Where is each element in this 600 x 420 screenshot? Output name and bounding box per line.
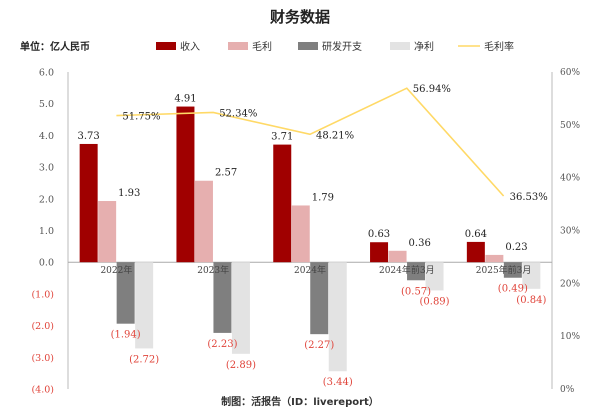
y-tick-label: 1.0 [39, 226, 54, 237]
bar-3-3 [425, 262, 444, 291]
y2-tick-label: 10% [560, 332, 580, 342]
bar-value-label: 0.36 [409, 238, 431, 249]
bar-3-4 [522, 262, 541, 289]
bar-value-label: (1.94) [111, 330, 141, 341]
legend-item-1: 毛利 [228, 41, 272, 53]
bar-value-label: 1.93 [118, 188, 140, 199]
unit-label: 单位：亿人民币 [20, 40, 90, 53]
bar-1-4 [485, 254, 504, 263]
bar-2-2 [310, 262, 329, 335]
margin-value-label: 52.34% [219, 108, 257, 119]
bar-3-0 [135, 262, 154, 349]
y-tick-label: 5.0 [39, 99, 54, 110]
bar-value-label: (0.84) [516, 295, 546, 306]
bar-2-3 [407, 262, 426, 281]
bar-value-label: (2.23) [207, 339, 237, 350]
legend-item-4: 毛利率 [458, 40, 514, 53]
bar-value-label: 0.63 [368, 229, 390, 240]
legend: 收入 毛利 研发开支 净利 毛利率 [156, 40, 514, 53]
y2-tick-label: 20% [560, 279, 580, 289]
category-label: 2023年 [197, 264, 229, 276]
footer-credit: 制图：活报告（ID：livereport） [221, 395, 379, 408]
bar-value-label: 3.71 [271, 132, 293, 143]
legend-label: 净利 [414, 40, 434, 53]
bar-0-2 [273, 144, 292, 263]
bar-value-label: 2.57 [215, 168, 237, 179]
bar-value-label: (3.44) [323, 377, 353, 388]
margin-value-label: 36.53% [510, 192, 548, 203]
bar-0-4 [466, 241, 485, 263]
y-tick-label: 6.0 [39, 68, 54, 79]
bar-1-3 [388, 250, 407, 263]
bar-value-label: 0.23 [505, 242, 527, 253]
bar-2-0 [116, 262, 135, 324]
bar-2-4 [503, 262, 522, 278]
bar-value-label: (2.89) [226, 360, 256, 371]
axes: 6.0 5.0 4.0 3.0 2.0 1.0 0.0 (1.0) (2.0) (3.0) (4.0… [31, 68, 580, 396]
category-label: 2024年前3月 [379, 264, 435, 276]
bar-1-2 [291, 205, 310, 263]
legend-label: 毛利 [252, 41, 272, 53]
y2-tick-label: 50% [560, 121, 580, 131]
bar-value-label: (2.27) [304, 340, 334, 351]
legend-swatch [298, 42, 318, 50]
y-tick-label: 3.0 [39, 163, 54, 174]
margin-line-path [116, 87, 505, 197]
bar-1-0 [98, 201, 117, 263]
bar-value-label: (0.57) [401, 286, 431, 297]
bar-value-label: 4.91 [174, 94, 196, 105]
bar-0-0 [79, 143, 98, 263]
category-label: 2025年前3月 [476, 264, 532, 276]
legend-label: 收入 [180, 40, 200, 53]
y-tick-label: 0.0 [39, 258, 54, 269]
legend-item-2: 研发开支 [298, 40, 362, 53]
bar-value-label: (0.89) [420, 296, 450, 307]
bar-value-label: 1.79 [312, 192, 334, 203]
y-tick-label: (1.0) [31, 289, 54, 300]
margin-line [116, 87, 505, 197]
y-tick-label: 4.0 [39, 131, 54, 142]
bar-3-2 [328, 262, 347, 372]
y2-tick-label: 40% [560, 174, 580, 184]
legend-item-3: 净利 [390, 40, 434, 53]
legend-swatch [156, 42, 176, 50]
bar-value-label: 3.73 [78, 131, 100, 142]
y-tick-label: (4.0) [31, 385, 54, 396]
category-label: 2022年 [100, 264, 132, 276]
y2-tick-label: 30% [560, 227, 580, 237]
margin-value-label: 56.94% [413, 84, 451, 95]
y-tick-label: (3.0) [31, 353, 54, 364]
bar-0-1 [176, 106, 195, 263]
legend-label: 毛利率 [484, 40, 514, 53]
bar-3-1 [231, 262, 250, 354]
chart-title: 财务数据 [270, 8, 330, 26]
bar-value-label: (0.49) [498, 284, 528, 295]
y-tick-label: 2.0 [39, 194, 54, 205]
legend-swatch [228, 42, 248, 50]
bar-0-3 [370, 242, 389, 263]
margin-value-label: 51.75% [122, 112, 160, 123]
bar-1-1 [194, 180, 213, 263]
bars [79, 106, 541, 372]
data-labels: 2022年 2023年 2024年 2024年前3月 2025年前3月 3.73 4.91 3… [78, 84, 548, 388]
bar-2-1 [213, 262, 232, 333]
margin-value-label: 48.21% [316, 130, 354, 141]
category-label: 2024年 [294, 264, 326, 276]
legend-swatch [390, 42, 410, 50]
legend-item-0: 收入 [156, 40, 200, 53]
y2-tick-label: 0% [560, 385, 575, 395]
legend-label: 研发开支 [322, 40, 362, 53]
bar-value-label: (2.72) [129, 354, 159, 365]
bar-value-label: 0.64 [465, 229, 487, 240]
y-tick-label: (2.0) [31, 321, 54, 332]
y2-tick-label: 60% [560, 68, 580, 78]
